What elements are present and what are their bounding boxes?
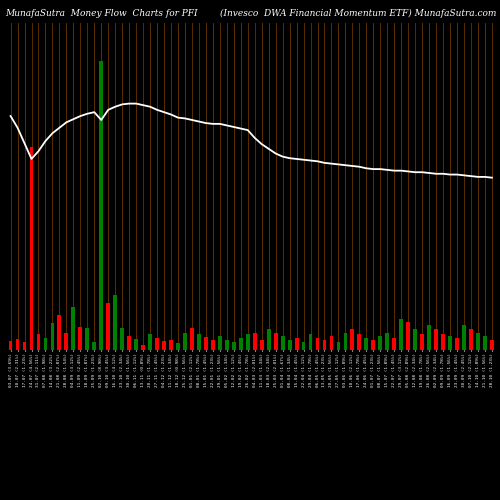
Bar — [211, 340, 215, 350]
Bar — [128, 336, 131, 350]
Bar — [316, 338, 320, 350]
Bar — [378, 336, 382, 350]
Bar — [114, 296, 117, 350]
Bar — [92, 342, 96, 350]
Bar — [190, 328, 194, 350]
Bar — [448, 336, 452, 350]
Bar — [183, 333, 187, 350]
Bar — [253, 333, 256, 350]
Bar — [455, 338, 459, 350]
Bar — [148, 334, 152, 350]
Bar — [141, 344, 145, 350]
Bar — [225, 340, 229, 350]
Bar — [386, 333, 389, 350]
Bar — [44, 338, 48, 350]
Bar — [267, 329, 270, 350]
Bar — [490, 340, 494, 350]
Bar — [274, 333, 278, 350]
Bar — [294, 338, 298, 350]
Bar — [392, 338, 396, 350]
Bar — [8, 340, 12, 350]
Bar — [162, 342, 166, 350]
Bar — [441, 334, 445, 350]
Bar — [106, 303, 110, 350]
Bar — [72, 307, 76, 350]
Bar — [280, 336, 284, 350]
Bar — [30, 148, 34, 350]
Bar — [302, 342, 306, 350]
Bar — [22, 342, 26, 350]
Bar — [344, 333, 347, 350]
Text: MunafaSutra  Money Flow  Charts for PFI: MunafaSutra Money Flow Charts for PFI — [5, 9, 198, 18]
Bar — [36, 334, 40, 350]
Bar — [322, 340, 326, 350]
Bar — [58, 315, 62, 350]
Bar — [372, 340, 375, 350]
Bar — [476, 333, 480, 350]
Bar — [64, 333, 68, 350]
Bar — [358, 334, 362, 350]
Bar — [308, 334, 312, 350]
Bar — [232, 342, 235, 350]
Bar — [169, 340, 173, 350]
Bar — [218, 336, 222, 350]
Bar — [204, 336, 208, 350]
Bar — [364, 338, 368, 350]
Bar — [120, 328, 124, 350]
Bar — [427, 325, 431, 350]
Bar — [155, 338, 159, 350]
Bar — [246, 334, 250, 350]
Bar — [100, 62, 103, 350]
Bar — [469, 329, 473, 350]
Bar — [134, 339, 138, 350]
Bar — [239, 338, 242, 350]
Bar — [16, 339, 20, 350]
Bar — [414, 329, 417, 350]
Bar — [176, 343, 180, 350]
Bar — [420, 334, 424, 350]
Bar — [260, 340, 264, 350]
Bar — [336, 342, 340, 350]
Bar — [434, 329, 438, 350]
Bar — [288, 340, 292, 350]
Bar — [483, 336, 487, 350]
Bar — [50, 322, 54, 350]
Bar — [197, 334, 201, 350]
Bar — [350, 329, 354, 350]
Bar — [400, 319, 403, 350]
Bar — [462, 325, 466, 350]
Bar — [406, 322, 410, 350]
Text: (Invesco  DWA Financial Momentum ETF) MunafaSutra.com: (Invesco DWA Financial Momentum ETF) Mun… — [220, 9, 496, 18]
Bar — [78, 326, 82, 350]
Bar — [86, 328, 89, 350]
Bar — [330, 336, 334, 350]
